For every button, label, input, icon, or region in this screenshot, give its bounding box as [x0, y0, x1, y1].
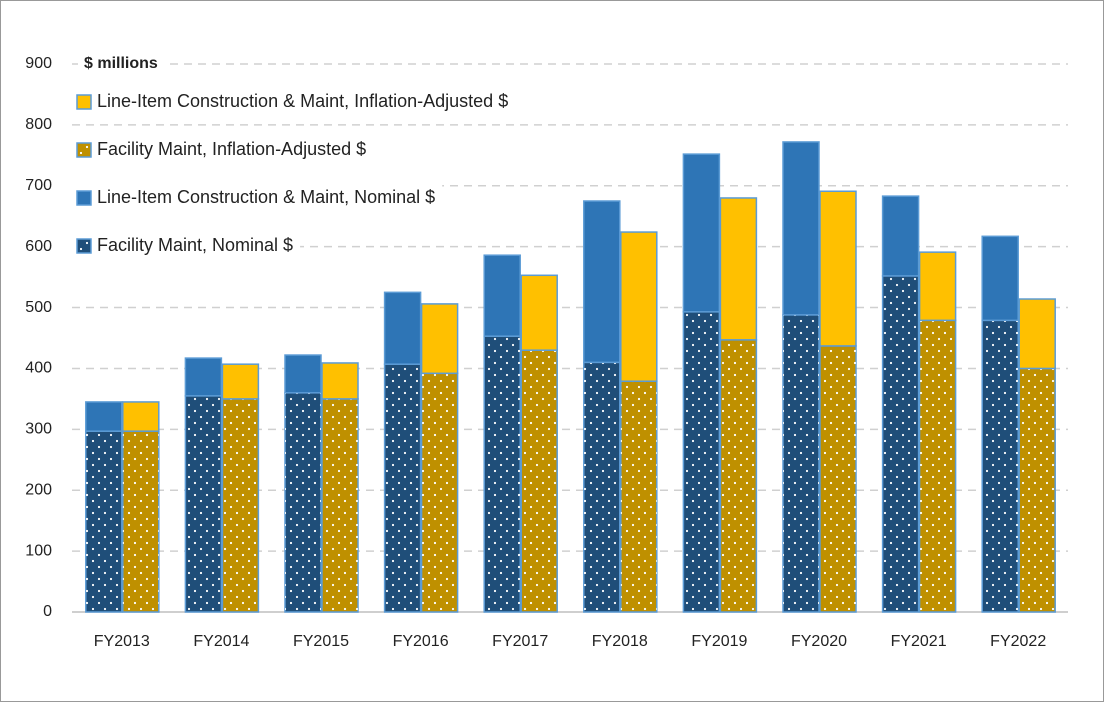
x-tick-label: FY2018: [592, 633, 648, 650]
x-tick-label: FY2013: [94, 633, 150, 650]
bar: [122, 430, 160, 613]
bar: [483, 335, 521, 613]
bar: [682, 311, 721, 613]
bar: [1018, 367, 1056, 613]
bar: [520, 274, 558, 351]
bar: [85, 430, 123, 613]
bar: [881, 195, 920, 277]
bar: [184, 357, 223, 397]
bar: [184, 395, 223, 613]
y-tick-label: 300: [25, 421, 52, 438]
legend: $ millions Line-Item Construction & Maint…: [72, 53, 516, 259]
y-tick-label: 500: [25, 299, 52, 316]
bar: [321, 398, 359, 613]
y-tick-label: 100: [25, 542, 52, 559]
x-tick-label: FY2020: [791, 633, 847, 650]
y-tick-label: 400: [25, 360, 52, 377]
bar: [221, 363, 260, 400]
bar: [719, 197, 758, 341]
bar: [284, 392, 322, 613]
bar: [620, 380, 658, 613]
bar: [520, 349, 558, 613]
legend-bg: [72, 185, 443, 211]
bar: [719, 339, 758, 613]
legend-bg: [72, 137, 374, 163]
annotation: $ millions: [84, 55, 158, 72]
x-tick-label: FY2014: [193, 633, 249, 650]
bar: [383, 291, 422, 365]
x-tick-label: FY2022: [990, 633, 1046, 650]
x-tick-label: FY2016: [393, 633, 449, 650]
bar: [321, 362, 359, 400]
legend-swatch: [76, 190, 92, 206]
bar: [1018, 298, 1056, 370]
legend-bg: [72, 89, 516, 115]
legend-swatch-pattern: [77, 143, 91, 157]
legend-label: Line-Item Construction & Maint, Inflatio…: [97, 91, 508, 111]
bar: [483, 254, 521, 337]
y-tick-label: 900: [25, 55, 52, 72]
legend-label: Facility Maint, Inflation-Adjusted $: [97, 139, 366, 159]
legend-label: Line-Item Construction & Maint, Nominal …: [97, 187, 435, 207]
annotation-bg: [78, 53, 166, 75]
bar: [881, 275, 920, 613]
y-tick-label: 0: [43, 603, 52, 620]
y-tick-label: 800: [25, 116, 52, 133]
bar: [981, 319, 1019, 613]
bar: [383, 363, 422, 613]
legend-swatch-pattern: [77, 239, 91, 253]
legend-bg: [72, 233, 301, 259]
bar: [122, 401, 160, 432]
bar: [782, 141, 820, 316]
legend-swatch: [76, 94, 92, 110]
y-tick-label: 600: [25, 238, 52, 255]
bar: [85, 401, 123, 432]
bar: [583, 200, 621, 364]
bar: [981, 235, 1019, 322]
bar: [221, 398, 260, 613]
legend-label: Facility Maint, Nominal $: [97, 235, 293, 255]
x-tick-label: FY2021: [891, 633, 947, 650]
bar: [918, 319, 957, 613]
x-tick-label: FY2017: [492, 633, 548, 650]
y-tick-label: 700: [25, 177, 52, 194]
bar: [682, 153, 721, 313]
bar: [819, 345, 857, 613]
bar: [583, 361, 621, 613]
bar: [420, 372, 459, 613]
bar: [782, 314, 820, 613]
bar: [620, 231, 658, 382]
bar: [420, 303, 459, 375]
x-tick-label: FY2019: [691, 633, 747, 650]
bar: [918, 251, 957, 322]
bar: [284, 354, 322, 394]
bar: [819, 190, 857, 347]
y-tick-label: 200: [25, 481, 52, 498]
x-tick-label: FY2015: [293, 633, 349, 650]
